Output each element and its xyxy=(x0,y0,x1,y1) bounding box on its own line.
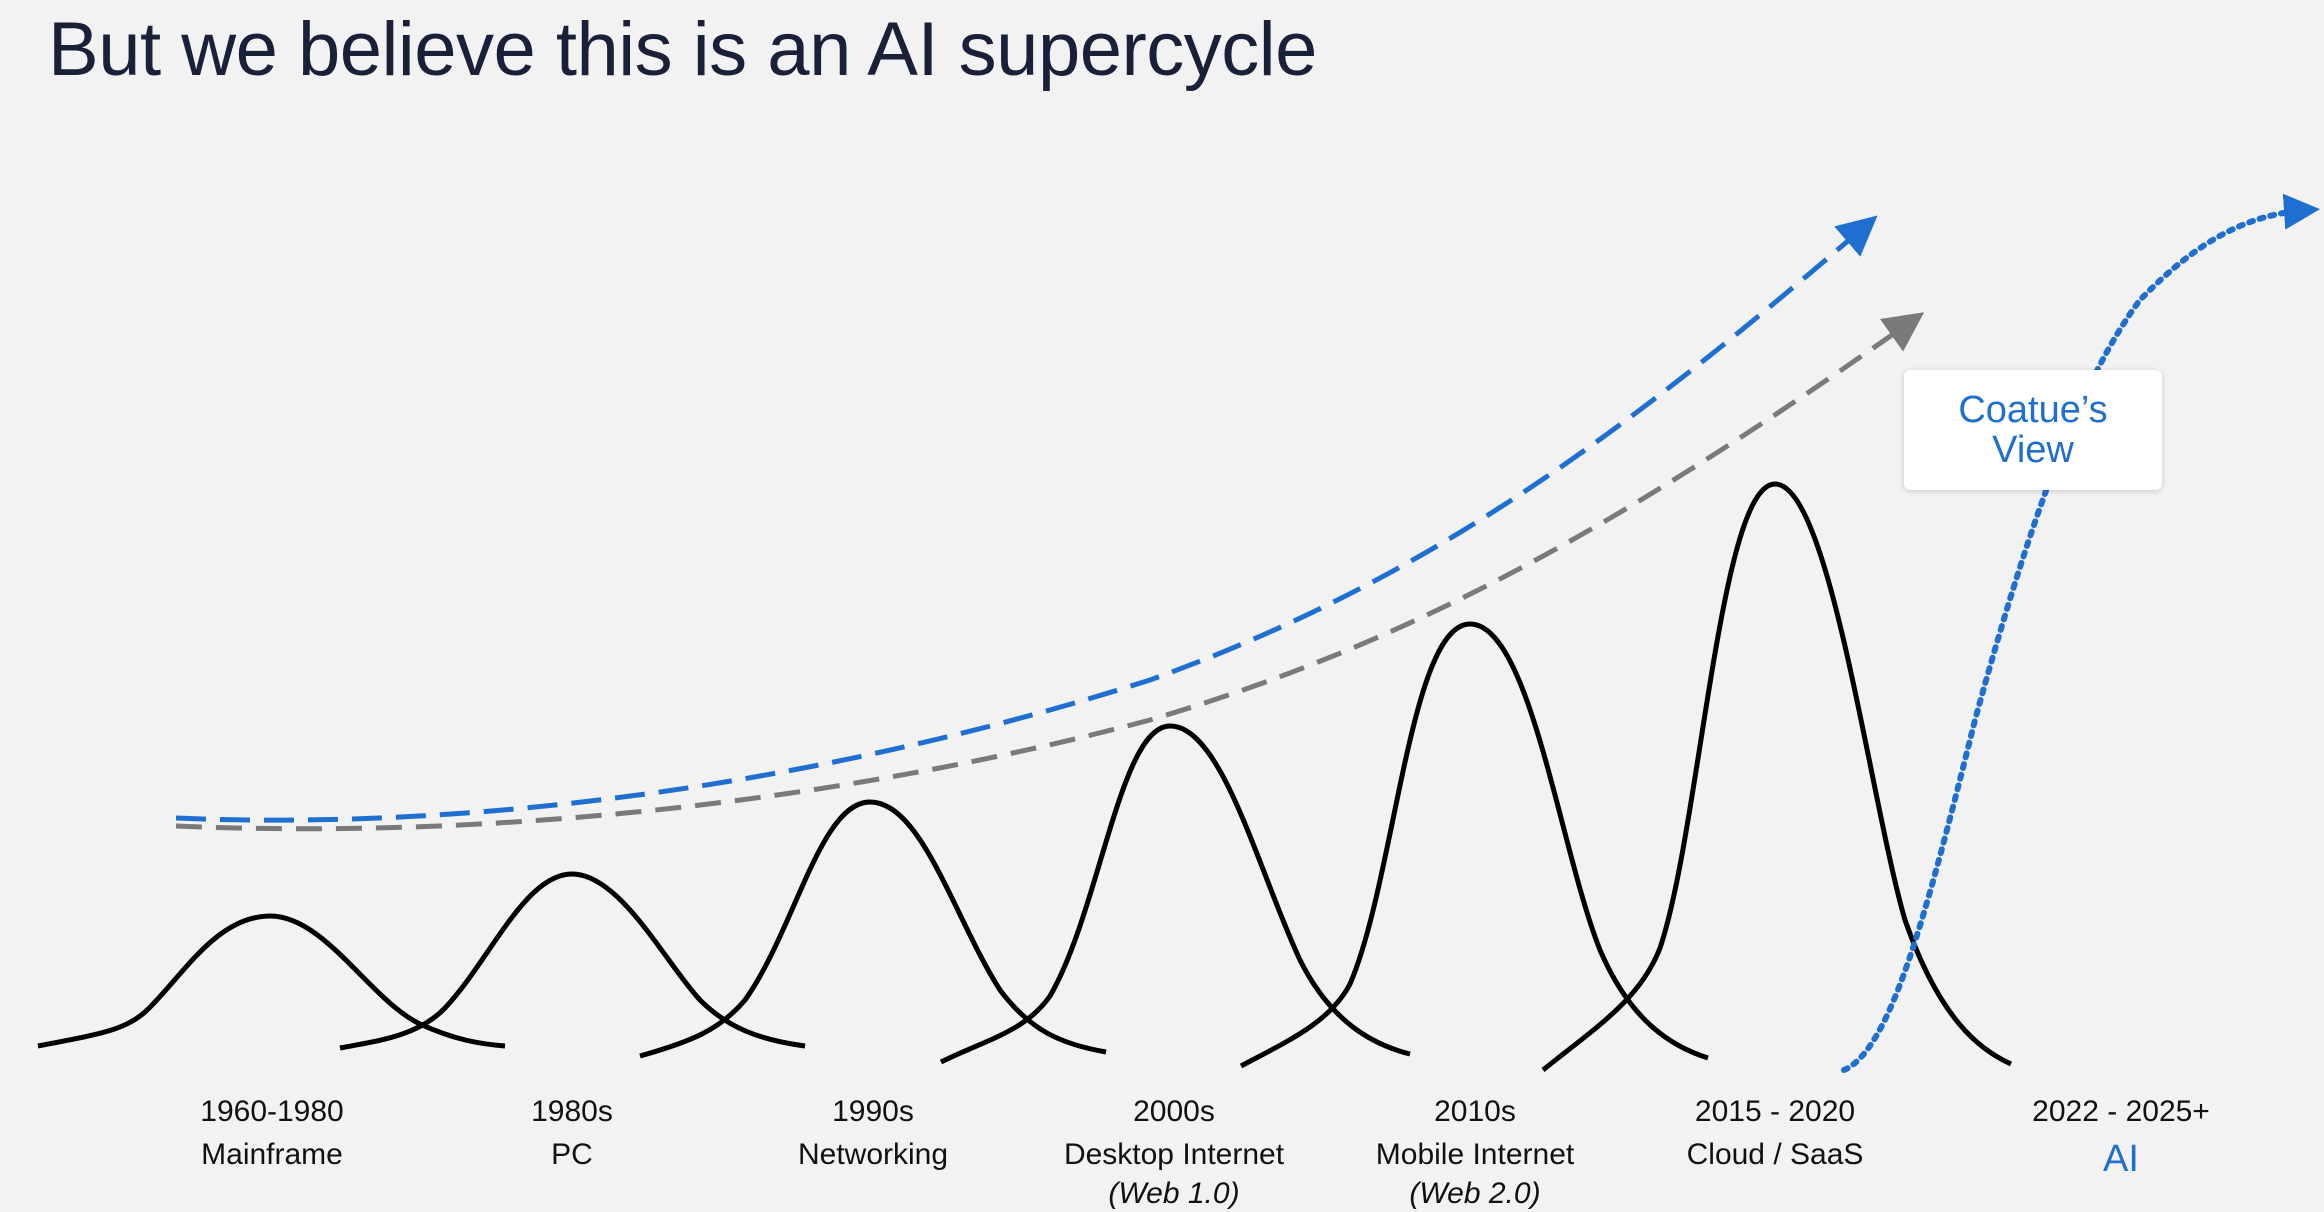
era-subtitle: (Web 1.0) xyxy=(1108,1177,1240,1210)
era-label-cloud-saas: 2015 - 2020 Cloud / SaaS xyxy=(1625,1090,1925,1176)
era-name: Mobile Internet xyxy=(1375,1138,1575,1171)
era-label-mainframe: 1960-1980 Mainframe xyxy=(122,1090,422,1176)
era-period: 2000s xyxy=(1133,1095,1215,1128)
era-name: PC xyxy=(551,1138,593,1171)
era-label-mobile-internet: 2010s Mobile Internet (Web 2.0) xyxy=(1325,1090,1625,1212)
era-name: AI xyxy=(2103,1138,2139,1180)
era-period: 1990s xyxy=(832,1095,914,1128)
wave-curve-desktop-internet xyxy=(939,723,1411,1065)
era-period: 1960-1980 xyxy=(200,1095,344,1128)
era-period: 2015 - 2020 xyxy=(1694,1095,1856,1128)
era-period: 2010s xyxy=(1434,1095,1516,1128)
coatue-view-trend-arrow xyxy=(175,215,1878,823)
era-name: Mainframe xyxy=(201,1138,343,1171)
era-period: 2022 - 2025+ xyxy=(2032,1095,2210,1128)
era-label-pc: 1980s PC xyxy=(422,1090,722,1176)
era-name: Networking xyxy=(797,1138,949,1171)
era-name: Desktop Internet xyxy=(1063,1138,1285,1171)
coatue-view-label: Coatue’s View xyxy=(1958,389,2108,471)
slide-title: But we believe this is an AI supercycle xyxy=(48,7,1317,92)
era-name: Cloud / SaaS xyxy=(1686,1138,1864,1171)
consensus-trend-arrow xyxy=(175,312,1925,832)
wave-curve-networking xyxy=(639,799,1107,1059)
era-label-desktop-internet: 2000s Desktop Internet (Web 1.0) xyxy=(1024,1090,1324,1212)
wave-curve-cloud-saas xyxy=(1541,481,2013,1072)
coatue-view-callout: Coatue’s View xyxy=(1904,370,2162,490)
wave-curve-mainframe xyxy=(37,913,506,1049)
era-label-networking: 1990s Networking xyxy=(723,1090,1023,1176)
wave-curve-mobile-internet xyxy=(1239,621,1709,1069)
era-period: 1980s xyxy=(531,1095,613,1128)
wave-curve-pc xyxy=(339,871,806,1051)
era-label-ai: 2022 - 2025+ AI xyxy=(1971,1090,2271,1185)
era-subtitle: (Web 2.0) xyxy=(1409,1177,1541,1210)
ai-wave-dotted-arrow xyxy=(1841,193,2320,1073)
